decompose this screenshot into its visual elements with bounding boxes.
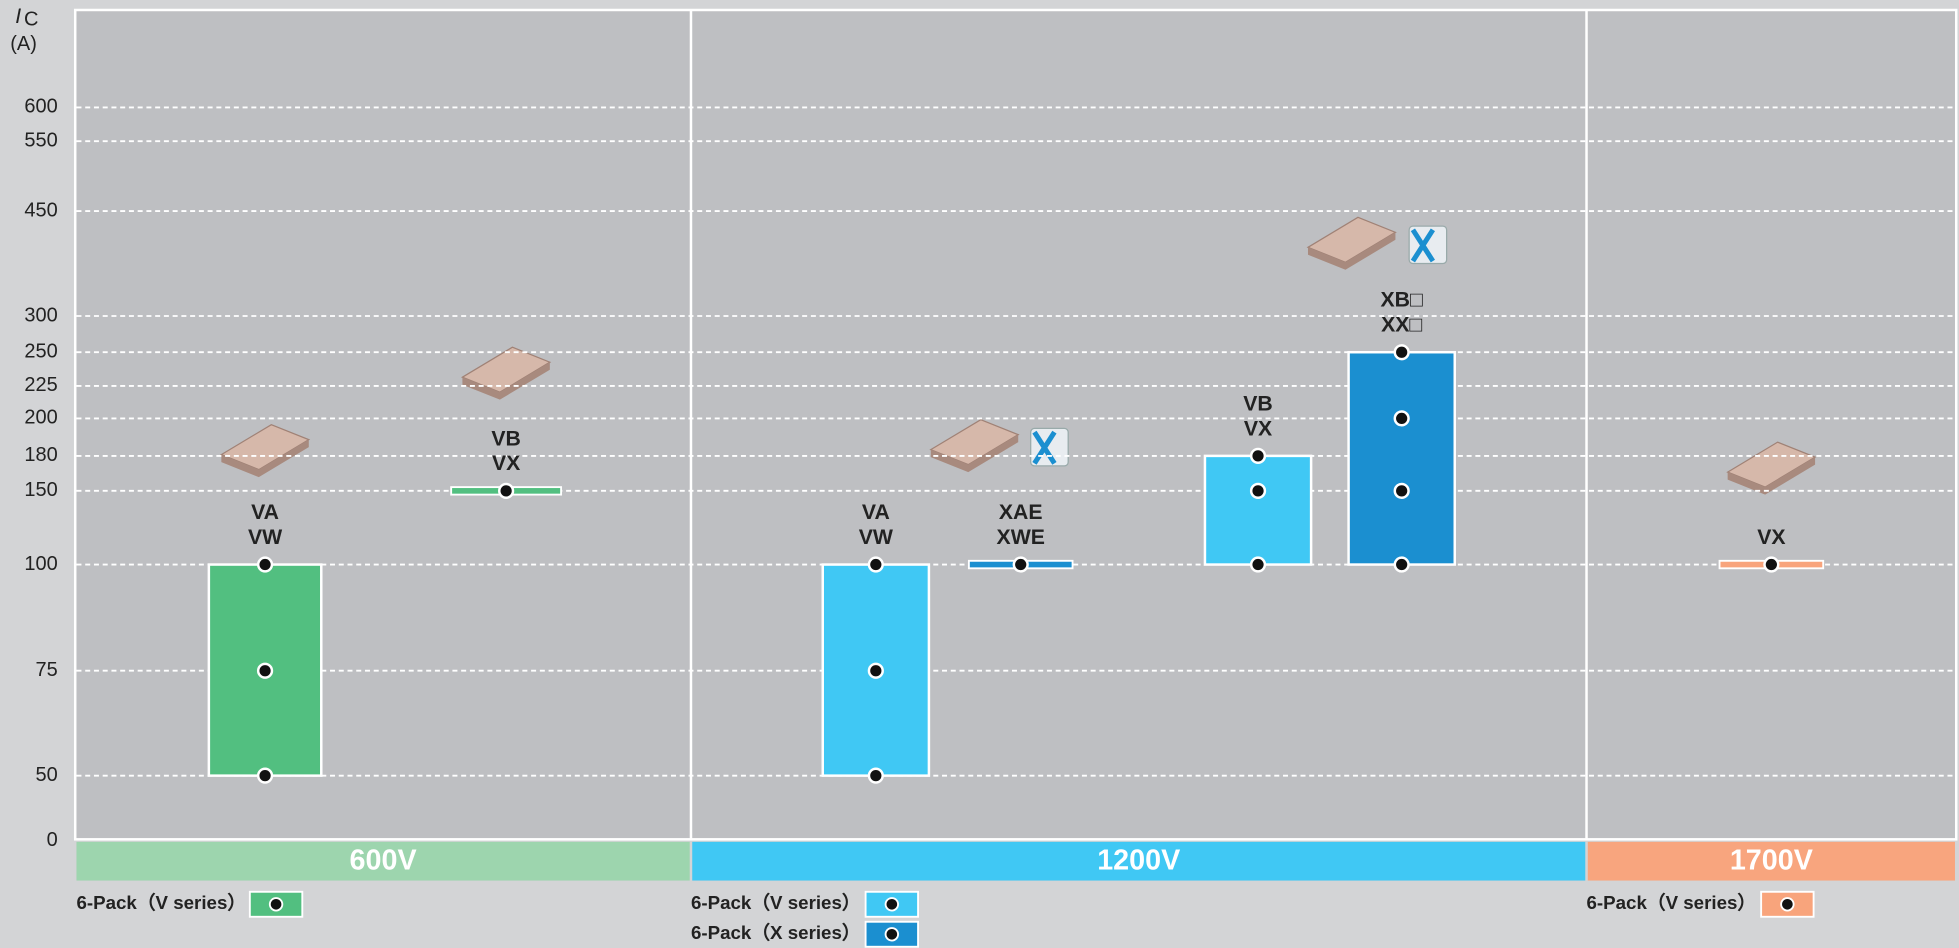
value-dot xyxy=(867,662,884,679)
series-label: VB xyxy=(491,427,520,450)
module-images xyxy=(219,216,1817,495)
value-dot xyxy=(867,556,884,573)
module-edge xyxy=(221,439,309,478)
voltage-label: 1200V xyxy=(1097,844,1180,876)
voltage-band xyxy=(692,841,1586,881)
module-edge xyxy=(1307,232,1396,270)
legend-dot xyxy=(268,897,284,912)
x-series-mark xyxy=(1032,430,1057,465)
x-series-mark xyxy=(1410,228,1435,263)
legend-label: 6-Pack（V series） xyxy=(1587,892,1757,913)
module-edge xyxy=(930,434,1019,473)
y-tick-label: 200 xyxy=(24,407,57,429)
y-tick-label: 100 xyxy=(24,553,57,575)
range-bar xyxy=(1347,350,1456,566)
value-dot xyxy=(1763,556,1780,573)
y-tick-label: 450 xyxy=(24,199,57,221)
y-tick-label: 0 xyxy=(47,829,58,851)
value-dot xyxy=(256,767,274,784)
value-dot xyxy=(1393,410,1410,427)
value-dot xyxy=(1249,556,1267,573)
y-tick-label: 150 xyxy=(24,479,57,501)
series-label: VA xyxy=(251,501,279,524)
value-dot xyxy=(256,556,274,573)
value-dot xyxy=(256,662,274,679)
legend-label: 6-Pack（X series） xyxy=(691,922,861,943)
value-dot xyxy=(1249,447,1267,465)
y-tick-label: 50 xyxy=(36,764,58,786)
voltage-band xyxy=(1587,841,1955,881)
series-label: XWE xyxy=(997,526,1045,549)
value-dot xyxy=(498,482,515,499)
series-label: XX□ xyxy=(1381,314,1422,337)
y-tick-label: 550 xyxy=(24,129,57,151)
value-dot xyxy=(867,767,884,784)
series-label: VW xyxy=(248,526,282,549)
series-label: XAE xyxy=(999,501,1043,524)
series-label: VX xyxy=(1757,526,1785,549)
value-dot xyxy=(1393,482,1410,499)
value-dot xyxy=(1249,482,1267,499)
y-tick-label: 75 xyxy=(36,659,58,681)
series-label: VA xyxy=(862,501,890,524)
legend-label: 6-Pack（V series） xyxy=(76,892,246,913)
y-tick-label: 250 xyxy=(24,341,57,363)
voltage-band xyxy=(76,841,690,881)
voltage-label: 1700V xyxy=(1730,844,1813,876)
y-tick-label: 600 xyxy=(24,96,57,118)
y-unit: (A) xyxy=(10,33,37,55)
value-dot xyxy=(1393,556,1410,573)
y-label-symbol: I xyxy=(15,5,21,28)
series-label: VB xyxy=(1243,392,1272,415)
series-label: VW xyxy=(859,526,893,549)
plot-area xyxy=(73,8,1958,841)
y-tick-label: 225 xyxy=(24,374,57,396)
y-tick-label: 300 xyxy=(24,304,57,326)
module-edge xyxy=(1727,457,1816,495)
series-label: XB□ xyxy=(1381,289,1423,312)
y-tick-label: 180 xyxy=(24,444,57,466)
series-label: VX xyxy=(492,452,520,475)
series-label: VX xyxy=(1244,417,1272,440)
range-bar xyxy=(1203,454,1313,566)
value-dot xyxy=(1012,556,1029,573)
module-edge xyxy=(462,362,550,400)
legend-dot xyxy=(884,927,900,942)
y-label-sub: C xyxy=(24,8,38,30)
legend-dot xyxy=(884,897,900,912)
legend-label: 6-Pack（V series） xyxy=(691,892,861,913)
legend-dot xyxy=(1780,897,1795,912)
voltage-label: 600V xyxy=(350,844,417,876)
value-dot xyxy=(1393,344,1410,361)
